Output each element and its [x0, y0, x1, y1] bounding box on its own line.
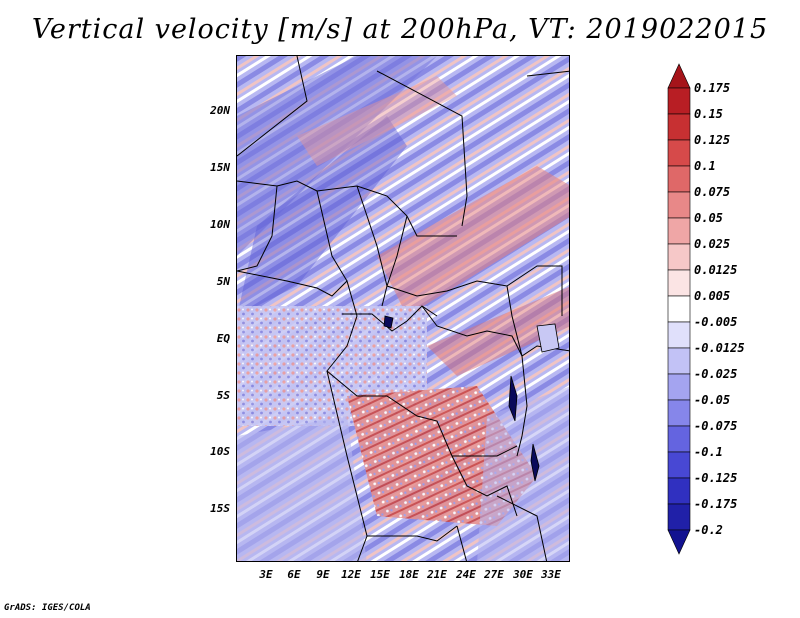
colorbar-label: 0.025	[694, 237, 731, 251]
lat-label-10n: 10N	[210, 218, 230, 231]
colorbar-box	[667, 503, 691, 531]
velocity-field	[237, 56, 569, 561]
colorbar-label: -0.025	[694, 367, 738, 381]
lat-label-eq: EQ	[216, 332, 230, 345]
colorbar-box	[667, 477, 691, 505]
lon-label-33e: 33E	[541, 568, 561, 581]
lon-label-30e: 30E	[513, 568, 533, 581]
colorbar-box	[667, 87, 691, 115]
lon-label-6e: 6E	[287, 568, 301, 581]
colorbar-label: 0.175	[694, 81, 731, 95]
lon-label-27e: 27E	[484, 568, 504, 581]
colorbar-label: 0.0125	[694, 263, 738, 277]
lat-label-5n: 5N	[216, 275, 230, 288]
colorbar-label: -0.05	[694, 393, 731, 407]
colorbar-label: -0.0125	[694, 341, 745, 355]
colorbar-box	[667, 243, 691, 271]
lon-label-9e: 9E	[316, 568, 330, 581]
colorbar-label: -0.1	[694, 445, 723, 459]
colorbar-label: -0.075	[694, 419, 738, 433]
lat-label-15s: 15S	[210, 502, 230, 515]
map-panel	[236, 55, 570, 562]
credit-text: GrADS: IGES/COLA	[4, 603, 91, 613]
colorbar-label: 0.005	[694, 289, 731, 303]
colorbar-label: 0.125	[694, 133, 731, 147]
colorbar-box	[667, 399, 691, 427]
lon-label-12e: 12E	[341, 568, 361, 581]
lon-label-21e: 21E	[427, 568, 447, 581]
colorbar-label: 0.075	[694, 185, 731, 199]
colorbar-box	[667, 321, 691, 349]
lon-label-3e: 3E	[259, 568, 273, 581]
colorbar-label: 0.1	[694, 159, 716, 173]
colorbar-box	[667, 113, 691, 141]
lon-label-15e: 15E	[370, 568, 390, 581]
colorbar-label: -0.005	[694, 315, 738, 329]
lon-label-24e: 24E	[456, 568, 476, 581]
colorbar	[667, 63, 691, 555]
colorbar-bottom-triangle	[667, 529, 691, 555]
colorbar-label: -0.2	[694, 523, 723, 537]
chart-title: Vertical velocity [m/s] at 200hPa, VT: 2…	[31, 14, 769, 45]
lat-label-15n: 15N	[210, 161, 230, 174]
lon-label-18e: 18E	[399, 568, 419, 581]
colorbar-label: 0.05	[694, 211, 723, 225]
colorbar-box	[667, 269, 691, 297]
colorbar-box	[667, 295, 691, 323]
colorbar-box	[667, 217, 691, 245]
colorbar-box	[667, 139, 691, 167]
colorbar-box	[667, 191, 691, 219]
colorbar-label: -0.125	[694, 471, 738, 485]
colorbar-label: -0.175	[694, 497, 738, 511]
colorbar-box	[667, 347, 691, 375]
lat-label-5s: 5S	[216, 389, 230, 402]
colorbar-box	[667, 373, 691, 401]
lat-label-20n: 20N	[210, 104, 230, 117]
colorbar-label: 0.15	[694, 107, 723, 121]
lat-label-10s: 10S	[210, 445, 230, 458]
colorbar-box	[667, 165, 691, 193]
colorbar-box	[667, 425, 691, 453]
colorbar-top-triangle	[667, 63, 691, 89]
colorbar-box	[667, 451, 691, 479]
